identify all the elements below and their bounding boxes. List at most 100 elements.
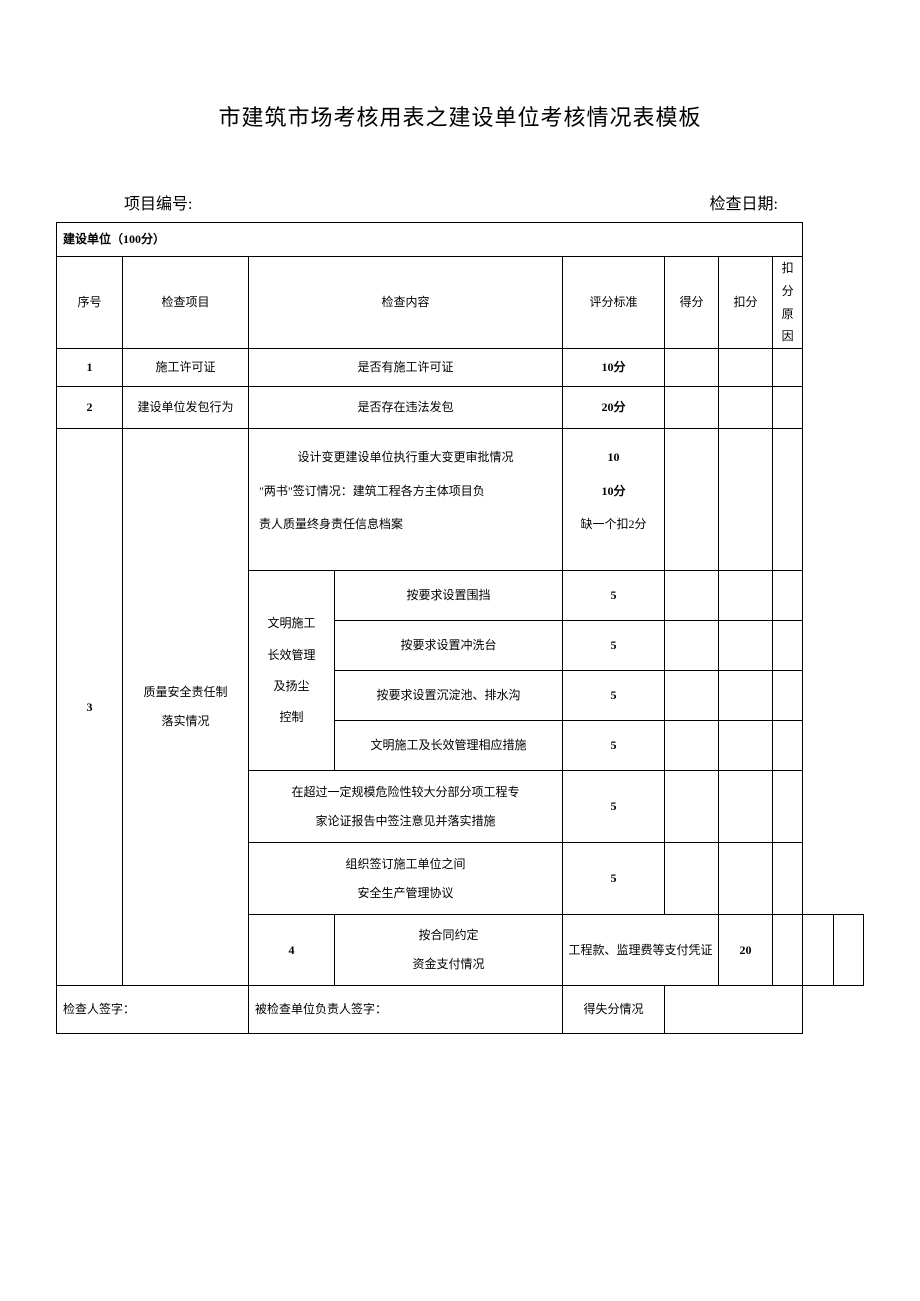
row3-g4-deduct <box>719 843 773 915</box>
row3-sub4-score <box>665 721 719 771</box>
header-row: 项目编号: 检查日期: <box>56 190 864 214</box>
col-standard-header: 评分标准 <box>563 257 665 349</box>
band-cell: 建设单位（100分） <box>57 223 803 257</box>
row3-g1-l1: 设计变更建设单位执行重大变更审批情况 <box>259 441 552 475</box>
row3-g1-l2: "两书"签订情况：建筑工程各方主体项目负 <box>259 475 552 509</box>
row3-sub2-score <box>665 621 719 671</box>
row4-std: 20 <box>719 915 773 986</box>
row3-item: 质量安全责任制 落实情况 <box>123 429 249 986</box>
row3-g3-std: 5 <box>563 771 665 843</box>
row3-g3-score <box>665 771 719 843</box>
row3-sub1-reason <box>773 571 803 621</box>
row2-score <box>665 387 719 429</box>
row3-g4-std: 5 <box>563 843 665 915</box>
row2-std: 20分 <box>563 387 665 429</box>
row3-sub-label: 文明施工 长效管理 及扬尘 控制 <box>249 571 335 771</box>
row3-sub4-content: 文明施工及长效管理相应措施 <box>335 721 563 771</box>
row4-seq: 4 <box>249 915 335 986</box>
row1-deduct <box>719 349 773 387</box>
col-content-header: 检查内容 <box>249 257 563 349</box>
row3-g4-score <box>665 843 719 915</box>
row3-sub1-content: 按要求设置围挡 <box>335 571 563 621</box>
row1-reason <box>773 349 803 387</box>
row3-sub-label-l1: 文明施工 <box>253 608 330 639</box>
col-reason-header: 扣分原因 <box>773 257 803 349</box>
row1-seq: 1 <box>57 349 123 387</box>
row4-content: 工程款、监理费等支付凭证 <box>563 915 719 986</box>
row3-g3-reason <box>773 771 803 843</box>
col-seq-header: 序号 <box>57 257 123 349</box>
row3-g4-reason <box>773 843 803 915</box>
row1-std: 10分 <box>563 349 665 387</box>
band-row: 建设单位（100分） <box>57 223 864 257</box>
row3-sub3-score <box>665 671 719 721</box>
row4-item-l1: 按合同约定 <box>418 928 478 942</box>
row3-sub4-std: 5 <box>563 721 665 771</box>
row3-sub3-reason <box>773 671 803 721</box>
row4-deduct <box>803 915 833 986</box>
row3-g1-std-l3: 缺一个扣2分 <box>567 508 660 542</box>
row3-sub1-score <box>665 571 719 621</box>
footer-row: 检查人签字： 被检查单位负责人签字： 得失分情况 <box>57 985 864 1033</box>
col-item-header: 检查项目 <box>123 257 249 349</box>
check-date-label: 检查日期: <box>710 190 858 214</box>
row3-sub3-std: 5 <box>563 671 665 721</box>
row3-sub3-deduct <box>719 671 773 721</box>
row3-sub1-std: 5 <box>563 571 665 621</box>
row2-reason <box>773 387 803 429</box>
row3-g3-l1: 在超过一定规模危险性较大分部分项工程专 <box>291 785 519 799</box>
row1-score <box>665 349 719 387</box>
row3-g1-score <box>665 429 719 571</box>
row3-g3-content: 在超过一定规模危险性较大分部分项工程专 家论证报告中签注意见并落实措施 <box>249 771 563 843</box>
row3-item-l2: 落实情况 <box>161 714 209 728</box>
row3-sub4-reason <box>773 721 803 771</box>
row1-content: 是否有施工许可证 <box>249 349 563 387</box>
row3-sub2-reason <box>773 621 803 671</box>
row3-sub2-deduct <box>719 621 773 671</box>
footer-summary: 得失分情况 <box>563 985 665 1033</box>
row1-item: 施工许可证 <box>123 349 249 387</box>
row3-g4-l2: 安全生产管理协议 <box>357 886 453 900</box>
row3-sub1-deduct <box>719 571 773 621</box>
row3-sub-label-l4: 控制 <box>253 702 330 733</box>
row3-sub2-std: 5 <box>563 621 665 671</box>
row3-item-l1: 质量安全责任制 <box>143 685 227 699</box>
col-score-header: 得分 <box>665 257 719 349</box>
assessment-table: 建设单位（100分） 序号 检查项目 检查内容 评分标准 得分 扣分 扣分原因 … <box>56 222 864 1034</box>
project-no-label: 项目编号: <box>62 190 192 214</box>
col-deduct-header: 扣分 <box>719 257 773 349</box>
row3-g1-std-l1: 10 <box>567 441 660 475</box>
row3-g4-content: 组织签订施工单位之间 安全生产管理协议 <box>249 843 563 915</box>
row3-sub3-content: 按要求设置沉淀池、排水沟 <box>335 671 563 721</box>
doc-title: 市建筑市场考核用表之建设单位考核情况表模板 <box>56 100 864 132</box>
row2-content: 是否存在违法发包 <box>249 387 563 429</box>
row3-sub-label-l2: 长效管理 <box>253 640 330 671</box>
row3-g1-reason <box>773 429 803 571</box>
footer-checked-unit: 被检查单位负责人签字： <box>249 985 563 1033</box>
row4-item-l2: 资金支付情况 <box>412 957 484 971</box>
row3-g1-std-l2: 10分 <box>567 475 660 509</box>
row4-item: 按合同约定 资金支付情况 <box>335 915 563 986</box>
row3-g1-deduct <box>719 429 773 571</box>
row3-g1: 3 质量安全责任制 落实情况 设计变更建设单位执行重大变更审批情况 "两书"签订… <box>57 429 864 571</box>
row2-deduct <box>719 387 773 429</box>
row3-g1-l3: 责人质量终身责任信息档案 <box>259 508 552 542</box>
row3-g3-deduct <box>719 771 773 843</box>
header-row-table: 序号 检查项目 检查内容 评分标准 得分 扣分 扣分原因 <box>57 257 864 349</box>
row-1: 1 施工许可证 是否有施工许可证 10分 <box>57 349 864 387</box>
footer-inspector: 检查人签字： <box>57 985 249 1033</box>
row3-g3-l2: 家论证报告中签注意见并落实措施 <box>315 814 495 828</box>
row4-score <box>773 915 803 986</box>
footer-blank <box>665 985 803 1033</box>
row3-sub2-content: 按要求设置冲洗台 <box>335 621 563 671</box>
row2-item: 建设单位发包行为 <box>123 387 249 429</box>
row2-seq: 2 <box>57 387 123 429</box>
row3-g1-std: 10 10分 缺一个扣2分 <box>563 429 665 571</box>
row3-seq: 3 <box>57 429 123 986</box>
row3-g1-content: 设计变更建设单位执行重大变更审批情况 "两书"签订情况：建筑工程各方主体项目负 … <box>249 429 563 571</box>
row3-g4-l1: 组织签订施工单位之间 <box>345 857 465 871</box>
row4-reason <box>833 915 863 986</box>
row3-sub4-deduct <box>719 721 773 771</box>
row3-sub-label-l3: 及扬尘 <box>253 671 330 702</box>
row-2: 2 建设单位发包行为 是否存在违法发包 20分 <box>57 387 864 429</box>
